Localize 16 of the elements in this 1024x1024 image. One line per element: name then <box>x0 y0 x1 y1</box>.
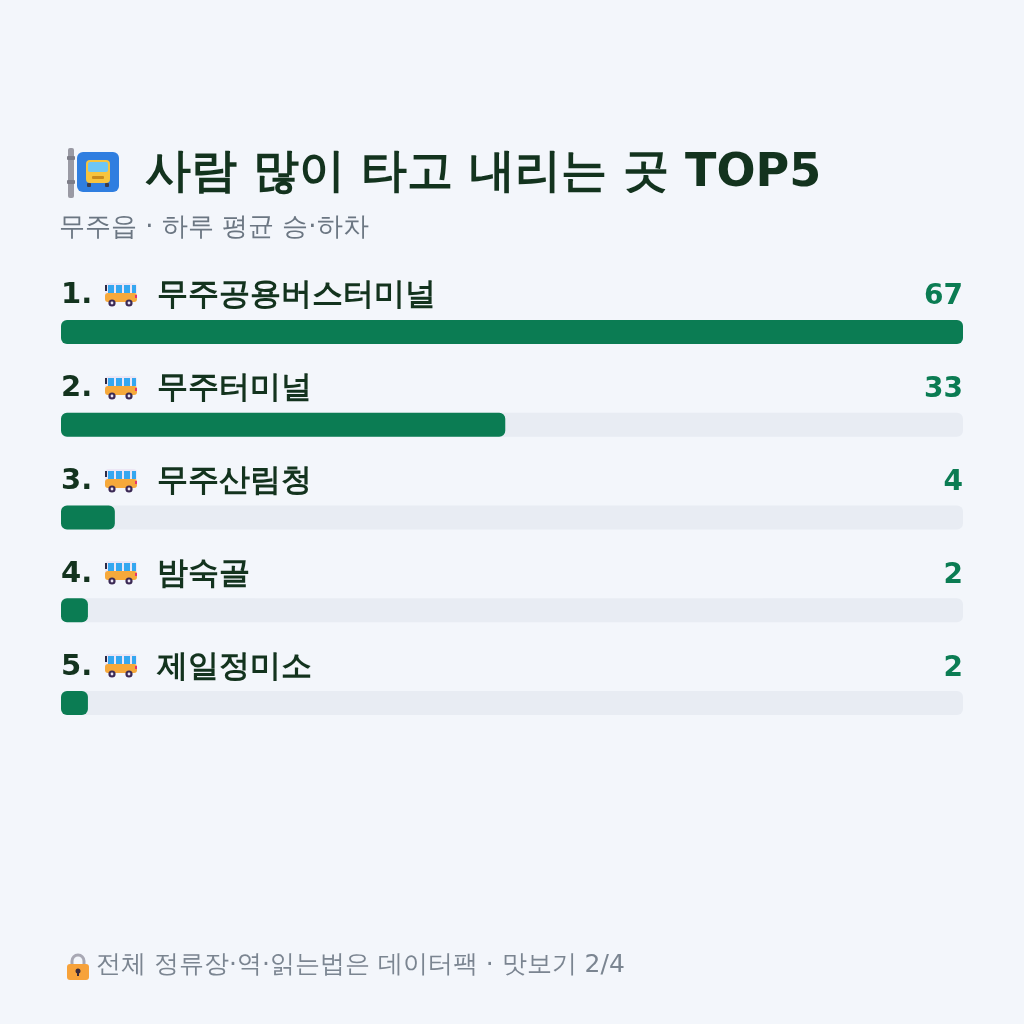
category-label: 2. 무주터미널 <box>61 368 312 405</box>
category-label: 1. 무주공용버스터미널 <box>61 275 436 312</box>
chart-subtitle: 무주읍 · 하루 평균 승·하차 <box>59 211 369 241</box>
data-label: 4 <box>943 464 963 497</box>
bar <box>61 598 88 623</box>
bar <box>61 691 88 716</box>
data-label: 33 <box>924 371 963 405</box>
bar <box>61 505 115 530</box>
chart-title: 사람 많이 타고 내리는 곳 TOP5 <box>145 143 822 197</box>
data-label: 67 <box>924 278 963 312</box>
category-label: 3. 무주산림청 <box>61 461 312 497</box>
category-label: 4. 밤숙골 <box>61 553 250 590</box>
text: 전체 정류장·역·읽는법은 데이터팩 · 맛보기 2/4 <box>96 949 625 978</box>
data-label: 2 <box>943 649 963 683</box>
category-label: 5. 제일정미소 <box>61 646 312 683</box>
data-label: 2 <box>943 556 963 590</box>
